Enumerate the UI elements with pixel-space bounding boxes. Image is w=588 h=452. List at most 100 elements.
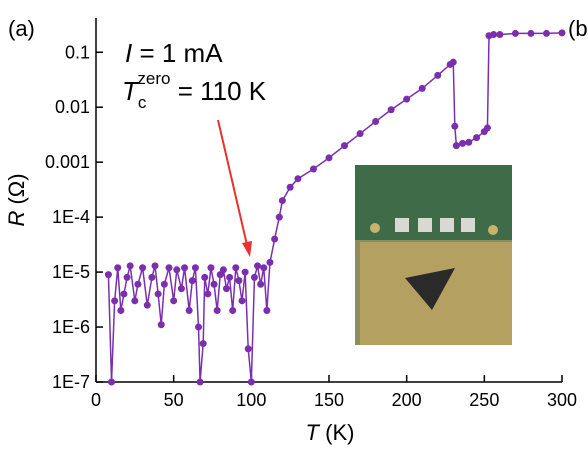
x-tick-label: 250 xyxy=(469,390,499,410)
data-point xyxy=(213,306,221,314)
y-tick-label: 1E-5 xyxy=(52,262,90,282)
data-point xyxy=(177,285,185,293)
x-tick-label: 200 xyxy=(392,390,422,410)
data-point xyxy=(309,165,317,173)
x-tick-label: 150 xyxy=(314,390,344,410)
data-point xyxy=(131,297,139,305)
annotation-subscript: c xyxy=(138,93,147,112)
data-point xyxy=(449,58,457,66)
data-point xyxy=(154,290,162,298)
data-point xyxy=(271,235,279,243)
annotation-tc: Tc zero = 110 K xyxy=(122,69,267,112)
data-point xyxy=(188,277,196,285)
data-point xyxy=(160,280,168,288)
data-point xyxy=(199,340,207,348)
x-tick-label: 0 xyxy=(91,390,101,410)
data-point xyxy=(356,130,364,138)
data-point xyxy=(196,378,204,386)
y-tick-label: 1E-7 xyxy=(52,372,90,392)
data-point xyxy=(266,258,274,266)
data-point xyxy=(204,290,212,298)
data-point xyxy=(165,264,173,272)
data-point xyxy=(114,264,122,272)
inset-photo xyxy=(355,165,512,345)
data-point xyxy=(260,264,268,272)
data-point xyxy=(418,84,426,92)
data-point xyxy=(257,280,265,288)
annotation-symbol: T xyxy=(122,76,140,106)
data-point xyxy=(191,264,199,272)
data-point xyxy=(210,280,218,288)
data-point xyxy=(250,273,258,281)
data-point xyxy=(403,95,411,103)
data-point xyxy=(117,306,125,314)
data-point xyxy=(372,117,380,125)
data-point xyxy=(151,262,159,270)
data-point xyxy=(341,142,349,150)
panel-label: (a) xyxy=(8,16,35,41)
y-tick-label: 0.001 xyxy=(45,152,90,172)
data-point xyxy=(558,29,566,37)
annotation-text: = 110 K xyxy=(170,76,266,106)
data-point xyxy=(229,306,237,314)
x-label-symbol: T xyxy=(306,420,321,445)
data-point xyxy=(134,280,142,288)
data-point xyxy=(241,268,249,276)
data-point xyxy=(275,213,283,221)
data-point xyxy=(527,29,535,37)
y-tick-label: 0.1 xyxy=(65,42,90,62)
data-point xyxy=(222,285,230,293)
data-point xyxy=(111,297,119,305)
annotation-current: I = 1 mA xyxy=(125,38,223,68)
x-tick-label: 50 xyxy=(164,390,184,410)
annotation-superscript: zero xyxy=(137,69,170,88)
data-point xyxy=(387,106,395,114)
annotation-arrow xyxy=(217,119,252,257)
data-point xyxy=(148,273,156,281)
data-point xyxy=(143,301,151,309)
data-point xyxy=(294,175,302,183)
data-point xyxy=(157,321,165,329)
data-point xyxy=(254,262,262,270)
data-point xyxy=(459,139,467,147)
y-tick-label: 0.01 xyxy=(55,97,90,117)
data-point xyxy=(226,273,234,281)
annotation-text: = 1 mA xyxy=(132,38,223,68)
y-label-text: (Ω) xyxy=(4,173,29,210)
data-point xyxy=(108,378,116,386)
data-point xyxy=(278,197,286,205)
data-point xyxy=(235,277,243,285)
y-tick-label: 1E-6 xyxy=(52,317,90,337)
data-point xyxy=(170,297,178,305)
next-panel-label: (b xyxy=(568,16,588,41)
y-label-symbol: R xyxy=(4,211,29,227)
data-point xyxy=(263,306,271,314)
data-point xyxy=(201,273,209,281)
data-point xyxy=(195,323,203,331)
data-point xyxy=(490,31,498,39)
annotation-symbol: I xyxy=(125,38,132,68)
data-point xyxy=(219,266,227,274)
data-point xyxy=(238,297,246,305)
data-point xyxy=(104,271,112,279)
data-point xyxy=(139,264,147,272)
data-point xyxy=(120,290,128,298)
x-label-text: (K) xyxy=(319,420,354,445)
data-point xyxy=(244,345,252,353)
data-point xyxy=(207,264,215,272)
data-point xyxy=(185,306,193,314)
x-tick-label: 100 xyxy=(236,390,266,410)
data-point xyxy=(173,266,181,274)
data-point xyxy=(181,264,189,272)
y-axis-label: R (Ω) xyxy=(4,173,29,226)
data-point xyxy=(452,142,460,150)
data-point xyxy=(483,124,491,132)
data-point xyxy=(247,378,255,386)
data-point xyxy=(451,122,459,130)
data-point xyxy=(286,183,294,191)
data-point xyxy=(542,29,550,37)
data-point xyxy=(123,273,131,281)
data-line xyxy=(107,32,563,383)
x-tick-label: 300 xyxy=(547,390,577,410)
